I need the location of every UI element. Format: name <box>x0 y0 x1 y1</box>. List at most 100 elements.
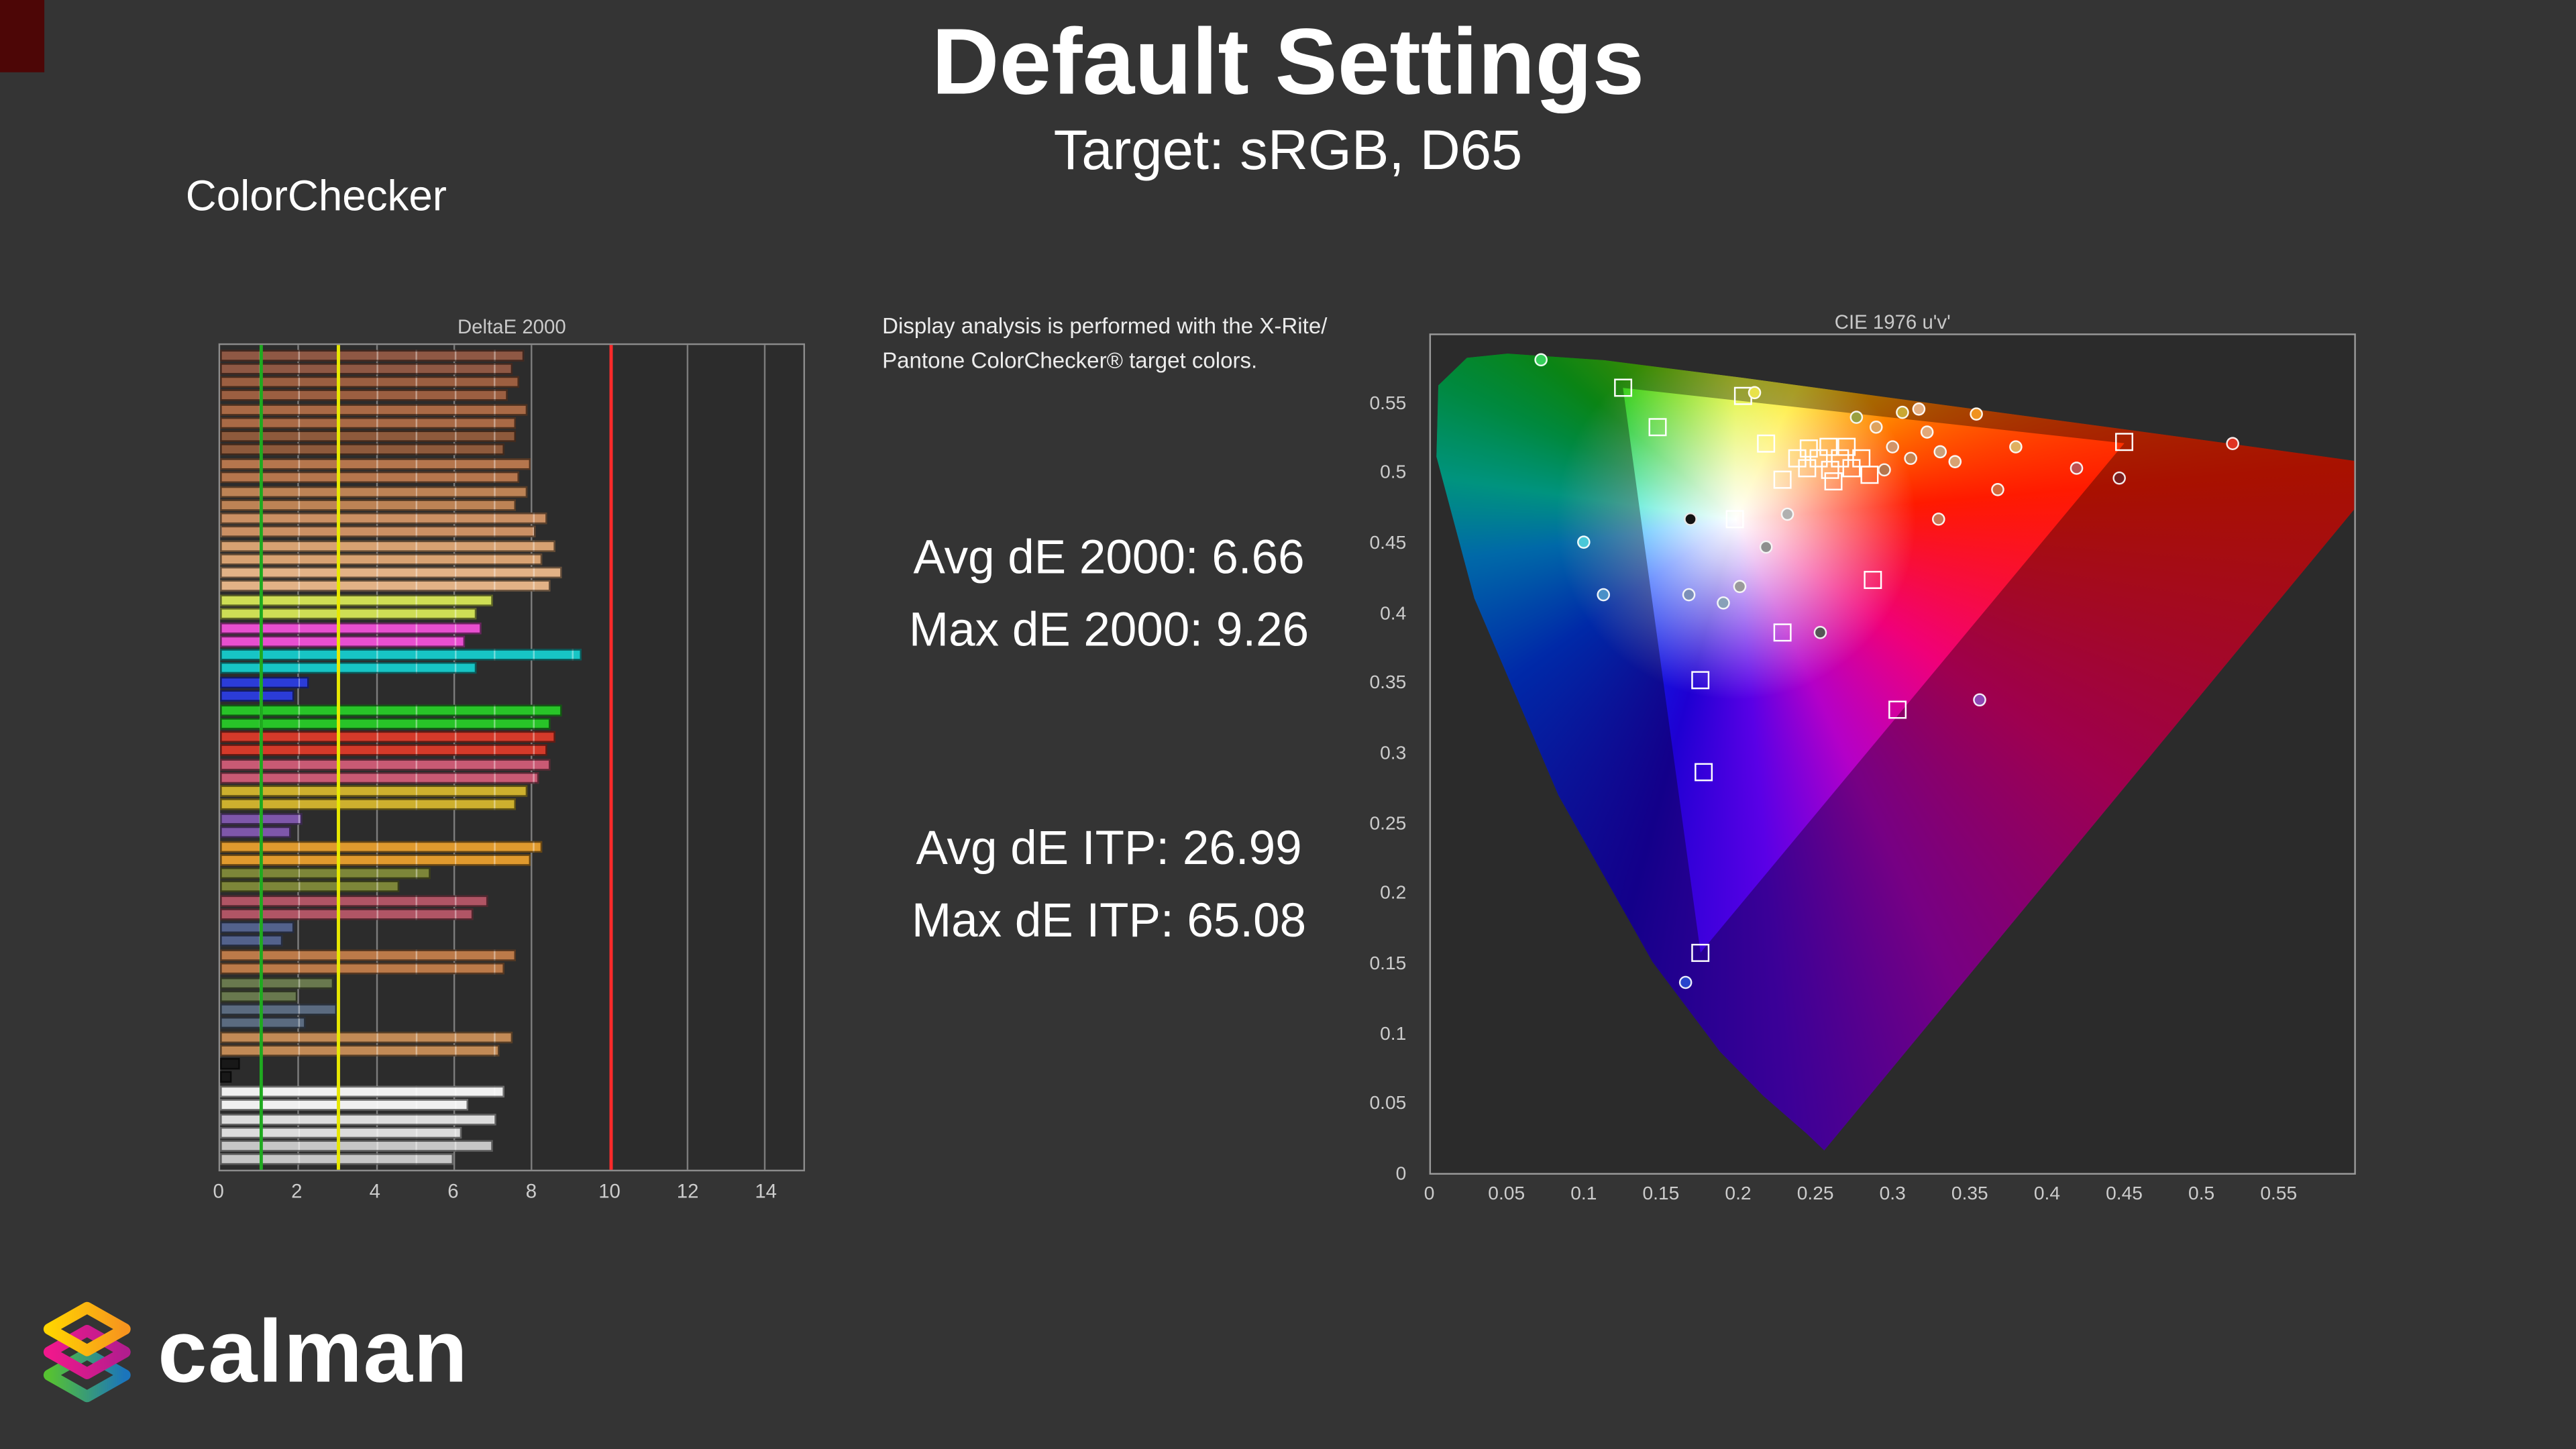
patch-row <box>220 676 803 702</box>
patch-row <box>220 622 803 647</box>
deltae-bar <box>220 444 504 456</box>
cie-measured-point <box>1886 440 1900 453</box>
deltae-xtick-label: 2 <box>291 1179 303 1203</box>
cie-xtick-label: 0.2 <box>1725 1184 1752 1205</box>
deltae-bar <box>220 1126 462 1138</box>
cie-target-point <box>1788 449 1807 468</box>
cie-target-point <box>1614 379 1633 398</box>
deltae-bar <box>220 649 582 661</box>
cie-chart-title: CIE 1976 u'v' <box>1834 310 1951 334</box>
cie-target-point <box>1690 671 1709 690</box>
cie-ytick-label: 0.5 <box>1380 464 1407 484</box>
max-deitp-value: 65.08 <box>1187 895 1307 949</box>
cie-measured-point <box>1717 596 1730 610</box>
max-deitp-line: Max dE ITP: 65.08 <box>830 885 1389 958</box>
cie-xtick-label: 0.05 <box>1488 1184 1525 1205</box>
deltae-reference-line <box>608 345 612 1170</box>
deltae-bar <box>220 362 512 374</box>
deltae-bar <box>220 922 294 934</box>
patch-row <box>220 758 803 784</box>
deltae-bar <box>220 1113 496 1125</box>
avg-de2000-label: Avg dE 2000: <box>913 532 1199 585</box>
deltae-bar <box>220 540 555 552</box>
deltae-xtick-label: 8 <box>525 1179 537 1203</box>
deltae-bar <box>220 662 477 674</box>
cie-measured-point <box>2070 461 2084 475</box>
deltae-bar <box>220 826 290 838</box>
max-de2000-label: Max dE 2000: <box>908 604 1203 657</box>
deltae-bar <box>220 404 528 416</box>
stats-de2000: Avg dE 2000: 6.66 Max dE 2000: 9.26 <box>830 523 1389 667</box>
cie-target-point <box>1757 435 1776 453</box>
stats-deitp: Avg dE ITP: 26.99 Max dE ITP: 65.08 <box>830 813 1389 958</box>
deltae-xtick-label: 6 <box>447 1179 459 1203</box>
max-deitp-label: Max dE ITP: <box>911 895 1174 949</box>
deltae-gridline <box>298 345 300 1170</box>
deltae-bar <box>220 799 516 811</box>
cie-measured-point <box>1904 451 1918 465</box>
calman-logo: calman <box>36 1295 468 1409</box>
cie-target-point <box>1694 763 1713 782</box>
cie-target-point <box>2116 433 2135 452</box>
patch-row <box>220 568 803 592</box>
deltae-bar <box>220 881 399 893</box>
page-subtitle: Target: sRGB, D65 <box>1053 119 1523 182</box>
deltae-xtick-label: 4 <box>369 1179 381 1203</box>
patch-row <box>220 704 803 729</box>
deltae-bar <box>220 949 516 961</box>
cie-xtick-label: 0.55 <box>2260 1184 2298 1205</box>
deltae-bar <box>220 744 547 756</box>
cie-measured-point <box>1747 386 1761 399</box>
cie-measured-point <box>1781 507 1795 521</box>
deltae-bar <box>220 758 551 770</box>
cie-measured-point <box>1576 535 1590 549</box>
patch-row <box>220 404 803 429</box>
deltae-bar <box>220 349 524 361</box>
cie-xtick-label: 0.5 <box>2188 1184 2215 1205</box>
deltae-bar <box>220 717 551 729</box>
deltae-gridline <box>686 345 689 1170</box>
cie-target-point <box>1888 700 1907 718</box>
deltae-bar <box>220 431 516 443</box>
avg-de2000-line: Avg dE 2000: 6.66 <box>830 523 1389 595</box>
cie-ytick-label: 0.4 <box>1380 604 1407 624</box>
deltae-xaxis: 0 2 4 6 8 10 12 14 <box>213 1179 805 1205</box>
cie-target-point <box>1819 437 1837 456</box>
deltae-bar <box>220 895 489 907</box>
calman-logo-text: calman <box>158 1303 469 1401</box>
patch-row <box>220 1085 803 1111</box>
deltae-bar <box>220 1017 306 1029</box>
deltae-bar <box>220 690 294 702</box>
deltae-bar <box>220 963 504 975</box>
patch-row <box>220 922 803 947</box>
cie-target-point <box>1648 418 1666 437</box>
report-header: Default Settings Target: sRGB, D65 <box>0 10 2576 187</box>
deltae-xtick-label: 12 <box>676 1179 699 1203</box>
cie-target-point <box>1825 472 1843 491</box>
cie-xtick-label: 0.25 <box>1796 1184 1834 1205</box>
page-title: Default Settings <box>931 9 1645 115</box>
cie-target-point <box>1690 943 1709 962</box>
cie-target-point <box>1837 437 1856 456</box>
deltae-bar <box>220 676 310 688</box>
cie-ytick-label: 0.45 <box>1369 533 1407 554</box>
deltae-bar <box>220 1059 240 1071</box>
analysis-note-line1: Display analysis is performed with the X… <box>882 313 1328 339</box>
patch-row <box>220 949 803 975</box>
deltae-bar <box>220 1031 512 1043</box>
cie-ytick-label: 0 <box>1395 1165 1407 1185</box>
deltae-bar <box>220 608 477 620</box>
cie-measured-point <box>1680 975 1693 989</box>
deltae-xtick-label: 10 <box>598 1179 621 1203</box>
deltae-bar <box>220 853 531 865</box>
cie-measured-point <box>1969 408 1982 422</box>
cie-ytick-label: 0.2 <box>1380 884 1407 904</box>
deltae-bar <box>220 786 528 798</box>
patch-row <box>220 486 803 511</box>
max-de2000-value: 9.26 <box>1216 604 1309 657</box>
patch-row <box>220 840 803 865</box>
cie-measured-point <box>1849 411 1862 425</box>
cie-measured-point <box>2008 440 2023 453</box>
deltae-bar <box>220 458 531 470</box>
deltae-plot <box>218 343 806 1172</box>
